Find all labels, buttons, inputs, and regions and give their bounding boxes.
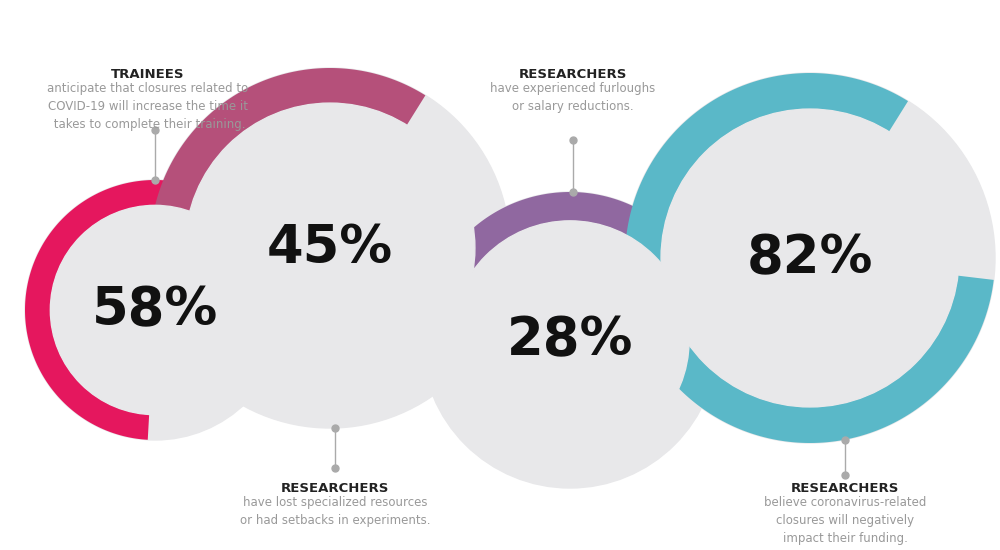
Text: 82%: 82% [747,232,873,284]
Circle shape [185,103,475,393]
Circle shape [661,109,959,407]
Text: TRAINEES: TRAINEES [111,68,185,81]
Polygon shape [625,73,994,443]
Text: have lost specialized resources
or had setbacks in experiments.: have lost specialized resources or had s… [240,496,430,527]
Text: RESEARCHERS: RESEARCHERS [519,68,627,81]
Circle shape [422,192,718,488]
Polygon shape [150,68,425,364]
Circle shape [451,221,689,459]
Text: have experienced furloughs
or salary reductions.: have experienced furloughs or salary red… [490,82,656,113]
Text: 45%: 45% [267,222,393,274]
Text: RESEARCHERS: RESEARCHERS [281,482,389,495]
Text: RESEARCHERS: RESEARCHERS [791,482,899,495]
Circle shape [150,68,510,428]
Circle shape [25,180,285,440]
Polygon shape [25,180,224,440]
Circle shape [625,73,995,443]
Polygon shape [432,192,648,297]
Circle shape [50,205,260,415]
Text: anticipate that closures related to
COVID-19 will increase the time it
 takes to: anticipate that closures related to COVI… [47,82,249,131]
Text: believe coronavirus-related
closures will negatively
impact their funding.: believe coronavirus-related closures wil… [764,496,926,545]
Text: 28%: 28% [507,314,633,366]
Text: 58%: 58% [92,284,218,336]
